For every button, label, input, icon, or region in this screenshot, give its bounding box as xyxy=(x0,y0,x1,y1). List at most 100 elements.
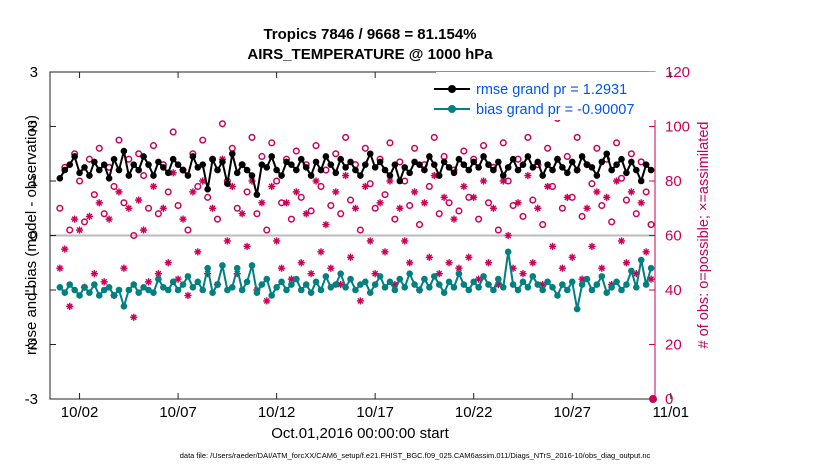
bias-series-point xyxy=(160,283,167,291)
y2-tick-label: 100 xyxy=(665,119,690,136)
obs-possible-point xyxy=(622,196,630,204)
rmse-series-point xyxy=(430,161,438,168)
rmse-series-point xyxy=(490,166,497,174)
obs-assimilated-point xyxy=(208,204,217,212)
bias-series-point xyxy=(214,281,221,288)
bias-series-point xyxy=(578,281,586,288)
rmse-series-point xyxy=(327,161,335,168)
bias-series-point xyxy=(386,278,394,286)
bias-series-point xyxy=(549,283,556,291)
legend-box xyxy=(436,72,658,120)
x-tick-label: 10/12 xyxy=(258,404,296,421)
bias-series-point xyxy=(312,278,320,286)
rmse-series-point xyxy=(583,161,591,168)
obs-assimilated-point xyxy=(164,259,172,267)
bias-series-point xyxy=(460,281,468,288)
rmse-series-point xyxy=(559,164,566,171)
bias-series-point xyxy=(81,283,88,291)
obs-assimilated-point xyxy=(504,231,512,240)
rmse-series-point xyxy=(253,191,261,198)
obs-assimilated-point xyxy=(258,199,266,207)
bias-series-point xyxy=(228,283,236,291)
rmse-series-point xyxy=(578,153,586,160)
rmse-series-point xyxy=(258,161,266,168)
obs-assimilated-point xyxy=(115,188,123,196)
bias-series-point xyxy=(91,281,98,288)
obs-assimilated-point xyxy=(273,237,281,245)
obs-assimilated-point xyxy=(75,226,84,234)
bias-series-point xyxy=(322,273,330,280)
obs-assimilated-point xyxy=(322,221,330,229)
rmse-series-point xyxy=(554,155,561,163)
obs-assimilated-point xyxy=(302,210,310,218)
rmse-series-point xyxy=(618,155,625,163)
bias-series-point xyxy=(470,278,477,286)
obs-assimilated-point xyxy=(238,210,246,218)
rmse-series-point xyxy=(470,158,477,166)
obs-possible-point xyxy=(425,182,433,190)
bias-series-point xyxy=(357,281,364,288)
bias-series-point xyxy=(95,292,103,299)
obs-possible-point xyxy=(435,210,443,218)
x-tick-label: 10/02 xyxy=(61,404,99,421)
rmse-series-point xyxy=(268,153,276,160)
rmse-series-point xyxy=(307,172,315,179)
rmse-series-point xyxy=(480,153,487,160)
obs-possible-point xyxy=(499,139,507,147)
rmse-series-point xyxy=(628,158,635,166)
obs-possible-point xyxy=(317,182,325,190)
rmse-series-point xyxy=(623,169,630,177)
bias-series-point xyxy=(411,281,418,288)
obs-assimilated-point xyxy=(66,302,74,310)
bias-series-point xyxy=(125,286,133,294)
obs-assimilated-point xyxy=(90,270,98,278)
obs-assimilated-point xyxy=(470,193,478,201)
rmse-series-point xyxy=(293,166,300,174)
obs-possible-point xyxy=(337,210,345,218)
rmse-series-point xyxy=(61,166,69,174)
bias-series-point xyxy=(268,292,276,299)
obs-possible-point xyxy=(312,142,320,150)
obs-assimilated-point xyxy=(475,275,483,283)
rmse-series-point xyxy=(460,161,468,168)
bias-series-point xyxy=(524,283,532,291)
obs-assimilated-point xyxy=(184,291,192,300)
obs-possible-point xyxy=(509,201,517,210)
bias-series-point xyxy=(504,248,512,256)
obs-possible-point xyxy=(204,193,212,201)
rmse-series-point xyxy=(499,172,507,179)
bias-series-point xyxy=(623,281,630,288)
obs-assimilated-point xyxy=(484,259,493,267)
obs-assimilated-point xyxy=(149,182,158,191)
rmse-series-point xyxy=(381,166,389,174)
obs-possible-point xyxy=(480,142,488,150)
y-tick-label: 3 xyxy=(30,64,38,81)
y2-tick-label: 20 xyxy=(665,337,682,354)
bias-series-point xyxy=(317,286,325,294)
bias-series-point xyxy=(421,275,428,283)
bias-series-point xyxy=(248,262,256,269)
rmse-series-point xyxy=(564,169,571,177)
obs-assimilated-point xyxy=(371,270,379,278)
rmse-series-point xyxy=(86,172,93,179)
obs-possible-point xyxy=(558,204,566,212)
obs-possible-point xyxy=(80,218,89,226)
bias-series-point xyxy=(450,283,458,291)
rmse-series-point xyxy=(105,174,113,182)
rmse-series-point xyxy=(297,155,305,163)
rmse-series-point xyxy=(485,161,492,168)
obs-possible-point xyxy=(194,182,202,190)
obs-assimilated-point xyxy=(277,264,286,272)
bias-series-point xyxy=(184,273,192,280)
chart-title-line-2: AIRS_TEMPERATURE @ 1000 hPa xyxy=(247,46,493,63)
obs-assimilated-point xyxy=(381,248,389,256)
rmse-series-point xyxy=(302,164,310,171)
rmse-series-point xyxy=(632,166,640,174)
bias-series-point xyxy=(430,273,438,280)
bias-series-point xyxy=(219,262,226,269)
rmse-series-point xyxy=(371,164,379,171)
obs-assimilated-point xyxy=(140,226,148,234)
rmse-series-point xyxy=(100,161,108,168)
rmse-series-point xyxy=(224,180,231,188)
